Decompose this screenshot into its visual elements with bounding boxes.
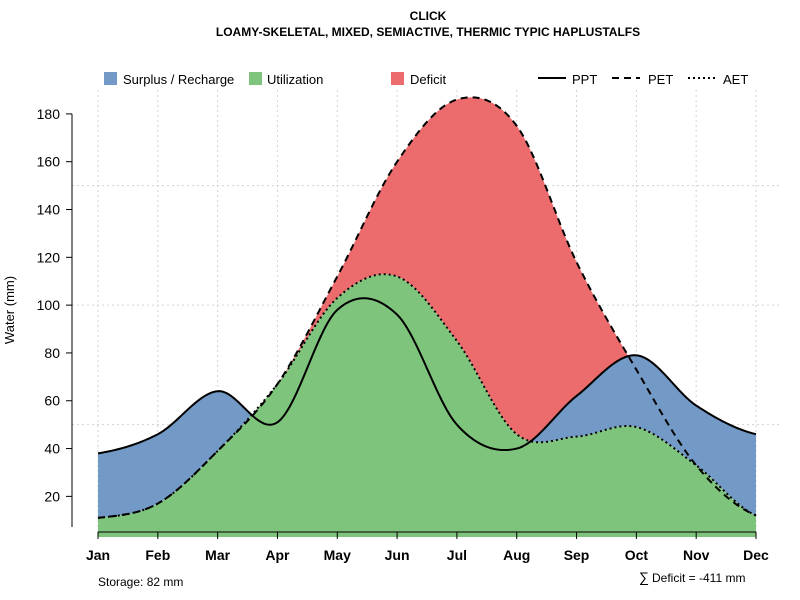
y-tick-label: 80	[44, 345, 60, 361]
y-tick-label: 100	[37, 297, 61, 313]
x-tick-label: Apr	[265, 547, 290, 563]
x-tick-label: Jul	[447, 547, 467, 563]
x-tick-label: Sep	[564, 547, 590, 563]
chart-title: CLICK	[410, 9, 447, 23]
legend-label-utilization: Utilization	[267, 72, 323, 87]
legend-swatch-utilization	[249, 72, 262, 85]
chart-subtitle: LOAMY-SKELETAL, MIXED, SEMIACTIVE, THERM…	[216, 25, 640, 39]
legend-swatch-deficit	[391, 72, 404, 85]
legend-label-deficit: Deficit	[410, 72, 447, 87]
y-tick-label: 160	[37, 154, 61, 170]
deficit-annotation: Deficit = -411 mm	[652, 571, 745, 585]
plot-area: 20 40 60 80 100 120 140 160 180 Jan Feb Mar Apr May Ju…	[37, 90, 782, 563]
x-tick-label: Nov	[683, 547, 710, 563]
y-tick-label: 60	[44, 393, 60, 409]
y-tick-label: 20	[44, 488, 60, 504]
y-tick-label: 180	[37, 106, 61, 122]
series-line-ppt	[97, 297, 757, 455]
x-tick-label: May	[324, 547, 351, 563]
x-tick-label: Mar	[205, 547, 230, 563]
legend-label-surplus: Surplus / Recharge	[123, 72, 234, 87]
legend-label-aet: AET	[723, 72, 748, 87]
y-tick-label: 140	[37, 202, 61, 218]
legend-swatch-surplus	[104, 72, 117, 85]
deficit-sum-symbol: ∑	[639, 569, 649, 585]
x-tick-label: Aug	[503, 547, 530, 563]
y-tick-label: 40	[44, 441, 60, 457]
series-line-pet	[97, 96, 757, 519]
x-tick-label: Jun	[385, 547, 410, 563]
x-tick-label: Jan	[86, 547, 110, 563]
storage-annotation: Storage: 82 mm	[98, 575, 183, 589]
y-tick-label: 120	[37, 249, 61, 265]
x-tick-label: Oct	[625, 547, 649, 563]
legend-label-pet: PET	[648, 72, 673, 87]
x-tick-label: Feb	[145, 547, 170, 563]
deficit-area	[98, 97, 756, 518]
utilization-area	[98, 274, 756, 537]
legend-label-ppt: PPT	[572, 72, 597, 87]
x-tick-label: Dec	[743, 547, 769, 563]
y-axis-title: Water (mm)	[2, 276, 17, 344]
